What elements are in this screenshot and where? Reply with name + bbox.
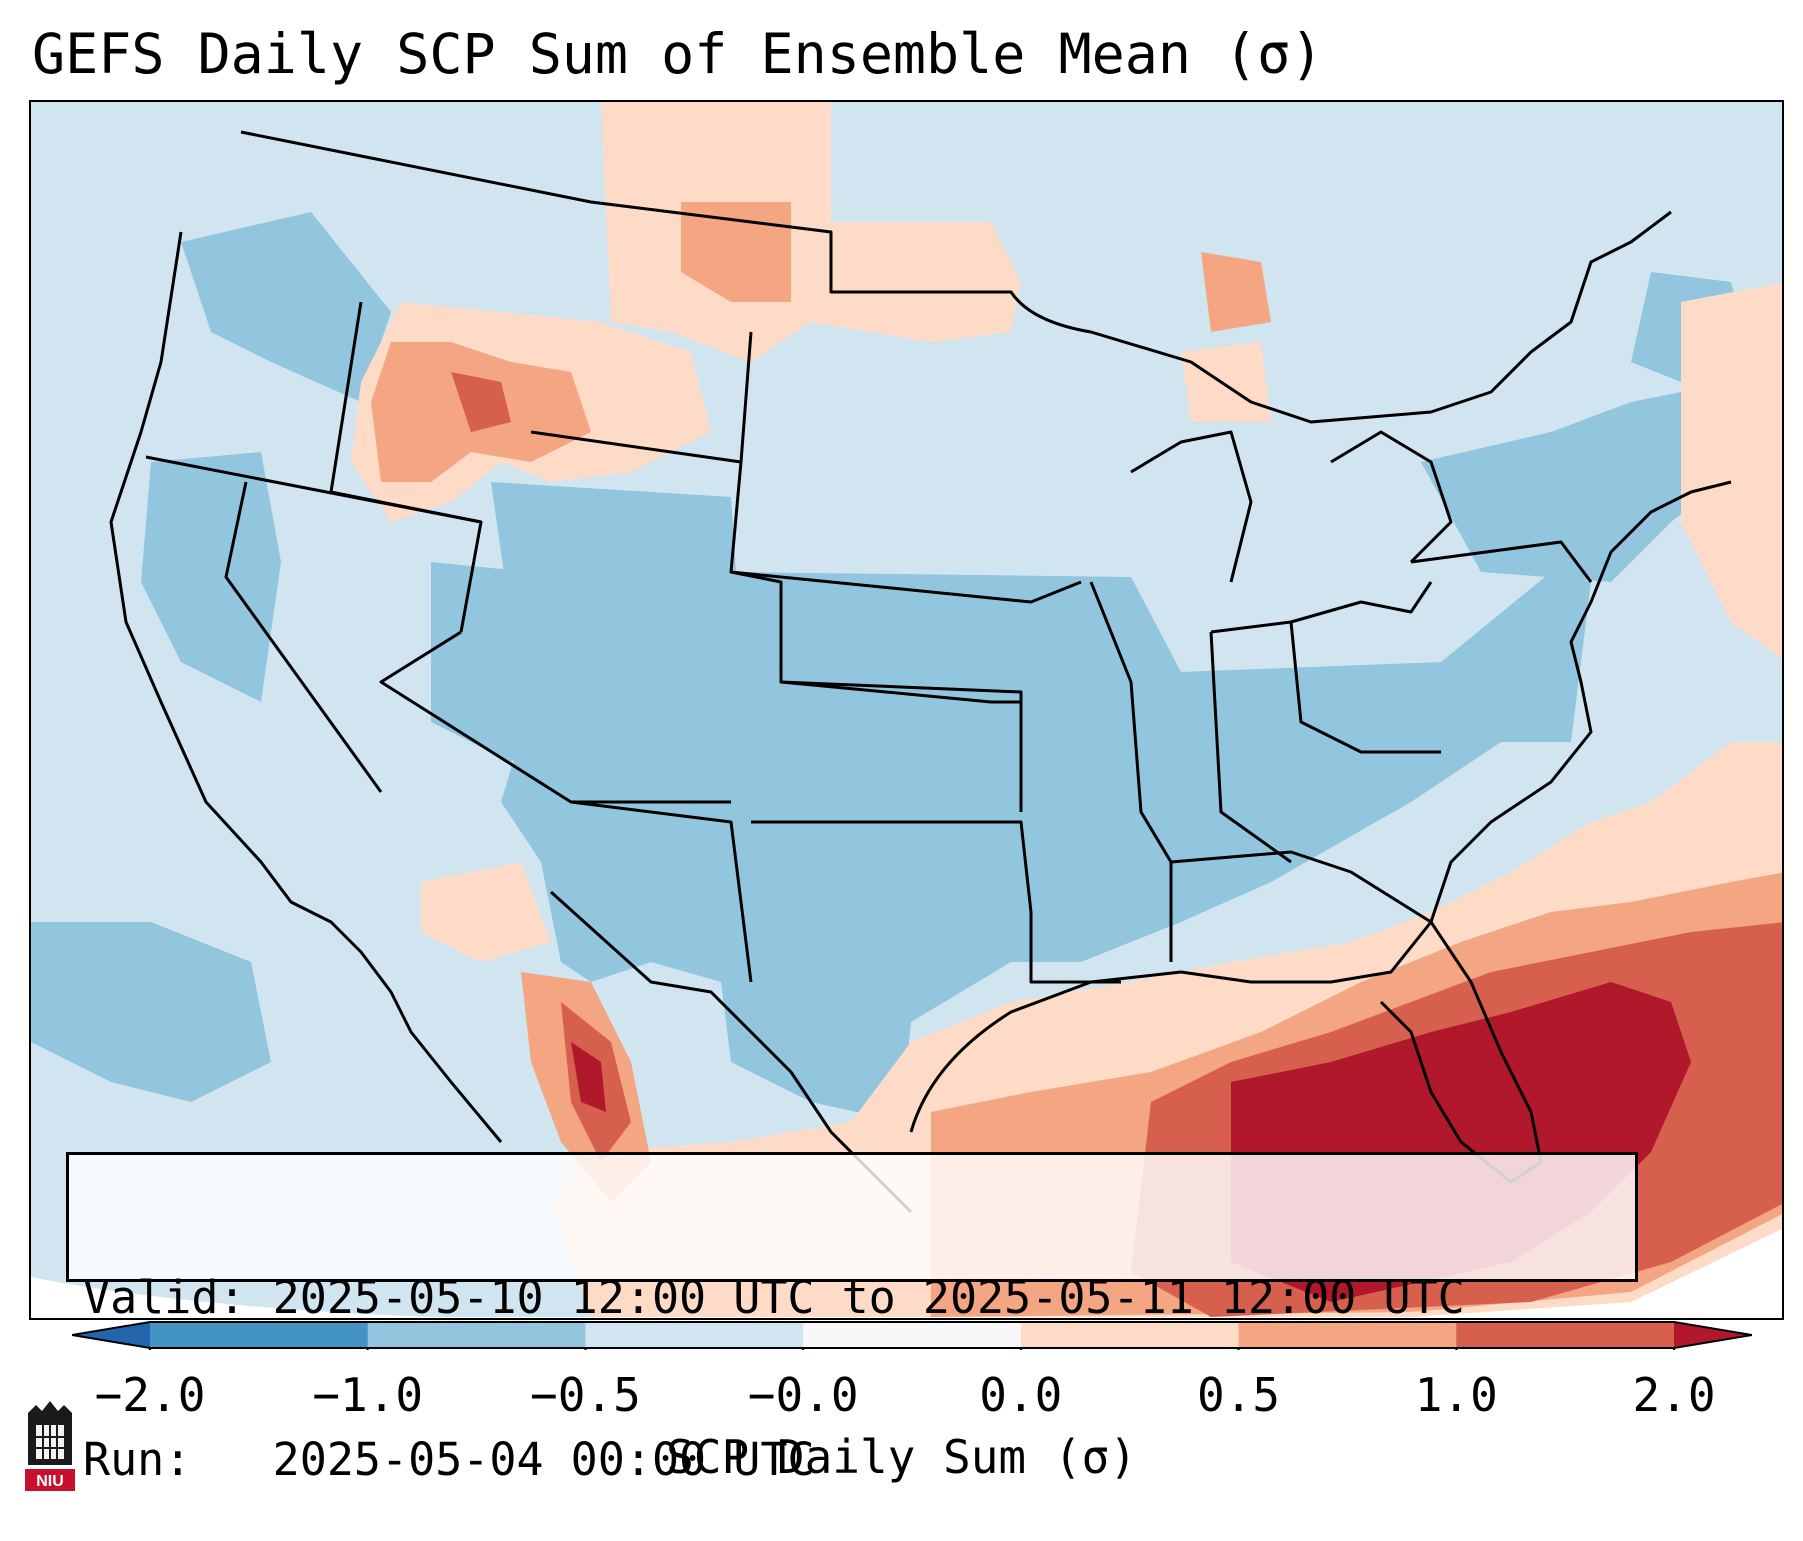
state-border [329, 301, 483, 633]
state-border [1170, 850, 1432, 924]
colorbar-bins [150, 1322, 1675, 1348]
state-border [379, 630, 731, 804]
state-border [751, 820, 1033, 913]
state-border [1210, 581, 1433, 634]
great-lakes [1130, 430, 1253, 583]
colorbar-over-arrow [1674, 1322, 1752, 1348]
negative-anomaly-regions [31, 212, 1751, 1122]
colorbar-under-arrow [72, 1322, 150, 1348]
state-border [1029, 912, 1121, 984]
borders [109, 130, 1732, 1214]
canada-border [240, 130, 1672, 424]
colorbar-outline [72, 1321, 1752, 1349]
niu-logo-icon: NIU [25, 1401, 75, 1491]
state-border [1289, 621, 1441, 754]
state-border [780, 680, 1021, 704]
colorbar-bin [1456, 1322, 1675, 1348]
run-label: Run: [83, 1433, 192, 1486]
state-border [570, 800, 753, 983]
valid-run-info-box: Valid: 2025-05-10 12:00 UTC to 2025-05-1… [66, 1152, 1638, 1486]
logo-text: NIU [36, 1473, 64, 1490]
map-canvas [31, 102, 1782, 1317]
colorbar-bin [367, 1322, 586, 1348]
map-panel [29, 100, 1784, 1320]
valid-line: Valid: 2025-05-10 12:00 UTC to 2025-05-1… [83, 1271, 1635, 1325]
colorbar-tick-label: 0.5 [1197, 1368, 1281, 1422]
colorbar-tick-label: 1.0 [1414, 1368, 1498, 1422]
colorbar-tick-label: −0.5 [530, 1368, 641, 1422]
valid-label: Valid: [83, 1271, 246, 1324]
pacific-coast [109, 231, 503, 1143]
colorbar-tick-label: 0.0 [979, 1368, 1063, 1422]
valid-value: 2025-05-10 12:00 UTC to 2025-05-11 12:00… [272, 1271, 1465, 1324]
colorbar-bin [803, 1322, 1022, 1348]
colorbar-tick-label: −1.0 [312, 1368, 424, 1422]
run-line: Run: 2025-05-04 00:00 UTC [83, 1433, 1635, 1487]
state-border [1209, 631, 1292, 864]
colorbar-label: SCP Daily Sum (σ) [666, 1430, 1137, 1484]
page-title: GEFS Daily SCP Sum of Ensemble Mean (σ) [32, 22, 1324, 86]
colorbar-tick-label: −2.0 [94, 1368, 206, 1422]
colorbar-ticks [149, 1348, 1675, 1350]
great-lakes [1330, 430, 1453, 564]
colorbar-bin [1020, 1322, 1240, 1348]
colorbar-bin [150, 1322, 369, 1348]
colorbar-bin [1238, 1322, 1457, 1348]
colorbar [72, 1321, 1752, 1350]
state-border [1410, 540, 1593, 583]
state-border [1089, 581, 1173, 962]
state-border [739, 331, 753, 463]
state-border [224, 481, 383, 793]
state-border [730, 570, 1082, 604]
colorbar-tick-label: 2.0 [1632, 1368, 1716, 1422]
colorbar-bin [585, 1322, 804, 1348]
colorbar-tick-label: −0.0 [747, 1368, 859, 1422]
run-value: 2025-05-04 00:00 UTC [272, 1433, 815, 1486]
